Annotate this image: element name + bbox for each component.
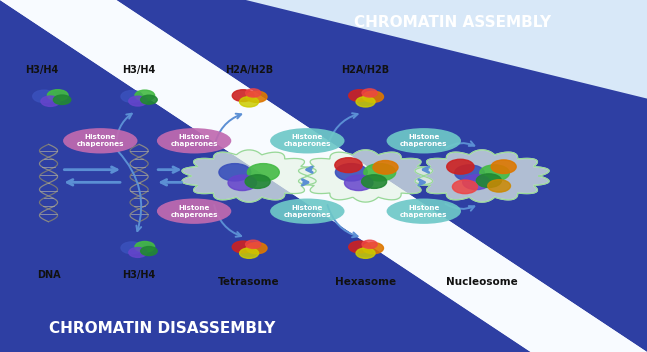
Circle shape [363,91,384,102]
Circle shape [463,175,490,190]
Text: Histone
chaperones: Histone chaperones [400,134,448,147]
Text: H3/H4: H3/H4 [25,65,59,75]
Polygon shape [182,150,316,202]
Circle shape [135,90,155,101]
Text: CHROMATIN DISASSEMBLY: CHROMATIN DISASSEMBLY [49,321,275,335]
Circle shape [247,91,267,102]
Polygon shape [298,150,433,202]
Polygon shape [116,0,647,99]
Circle shape [335,164,367,181]
Circle shape [452,180,477,194]
Circle shape [121,242,143,254]
Text: Histone
chaperones: Histone chaperones [400,205,448,218]
Text: Histone
chaperones: Histone chaperones [170,134,218,147]
Circle shape [344,175,373,190]
Circle shape [479,165,509,181]
Text: Nucleosome: Nucleosome [446,277,518,287]
Circle shape [247,243,267,254]
Text: Histone
chaperones: Histone chaperones [170,205,218,218]
Text: H3/H4: H3/H4 [122,65,156,75]
Circle shape [364,164,396,181]
Circle shape [446,159,474,174]
Circle shape [455,165,485,181]
Text: CHROMATIN ASSEMBLY: CHROMATIN ASSEMBLY [355,15,551,30]
Text: Histone
chaperones: Histone chaperones [283,134,331,147]
Circle shape [232,90,254,101]
Ellipse shape [157,128,231,153]
Circle shape [356,97,375,107]
Circle shape [135,241,155,252]
Text: DNA: DNA [37,270,60,279]
Circle shape [476,174,501,188]
Circle shape [373,161,398,174]
Text: Histone
chaperones: Histone chaperones [283,205,331,218]
Circle shape [246,89,261,97]
Circle shape [228,175,256,190]
Ellipse shape [386,199,461,224]
Polygon shape [415,150,549,202]
Circle shape [47,90,68,101]
Circle shape [232,241,254,253]
Text: H2A/H2B: H2A/H2B [342,65,389,75]
Circle shape [219,164,251,181]
Circle shape [121,90,143,102]
Circle shape [41,96,60,106]
Circle shape [362,89,377,97]
Circle shape [349,241,371,253]
Ellipse shape [386,128,461,153]
Text: H2A/H2B: H2A/H2B [225,65,273,75]
Ellipse shape [270,128,344,153]
Circle shape [246,240,261,249]
Text: Histone
chaperones: Histone chaperones [76,134,124,147]
Ellipse shape [157,199,231,224]
Circle shape [491,160,516,174]
Text: Tetrasome: Tetrasome [218,277,280,287]
Polygon shape [0,0,531,352]
Circle shape [129,247,147,257]
Ellipse shape [270,199,344,224]
Circle shape [33,90,56,102]
Circle shape [356,248,375,258]
Circle shape [247,164,280,181]
Circle shape [140,95,157,104]
Circle shape [363,243,384,254]
Circle shape [239,248,259,258]
Ellipse shape [63,128,137,153]
Text: H3/H4: H3/H4 [122,270,156,279]
Circle shape [239,97,259,107]
Polygon shape [116,0,647,352]
Circle shape [488,180,510,192]
Circle shape [334,158,362,172]
Circle shape [362,175,387,188]
Circle shape [362,240,377,249]
Circle shape [245,175,270,188]
Circle shape [349,90,371,101]
Circle shape [54,95,71,105]
Circle shape [140,246,157,256]
Text: Hexasome: Hexasome [335,277,396,287]
Circle shape [129,96,147,106]
